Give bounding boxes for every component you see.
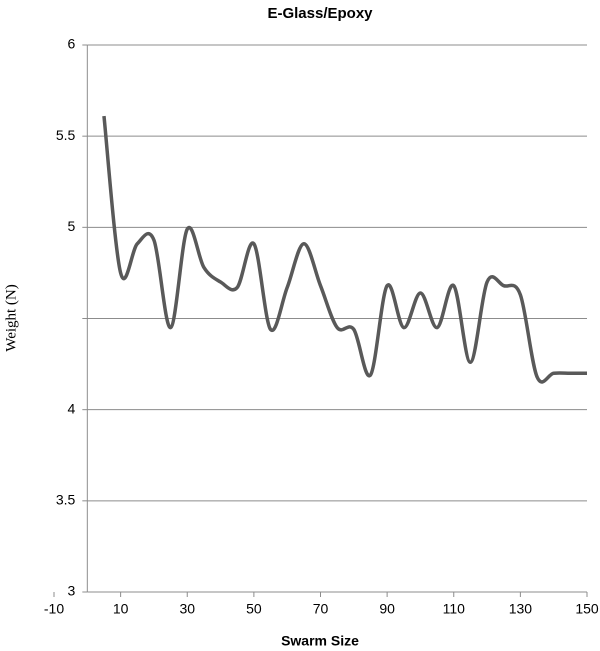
y-axis-label: Weight (N)	[3, 284, 19, 352]
x-axis-label: Swarm Size	[281, 633, 359, 649]
x-tick-label: 50	[246, 601, 262, 617]
chart-title: E-Glass/Epoxy	[267, 5, 373, 22]
x-tick-label: 110	[443, 601, 466, 617]
y-tick-label: 5	[68, 218, 76, 234]
x-tick-label: 150	[575, 601, 599, 617]
y-tick-label: 4	[68, 400, 76, 416]
y-tick-label: 3.5	[56, 492, 76, 508]
y-tick-label: 5.5	[56, 127, 76, 143]
x-tick-label: 30	[179, 601, 195, 617]
x-tick-label: 90	[379, 601, 395, 617]
x-tick-label: 10	[113, 601, 129, 617]
y-tick-label: 6	[68, 36, 76, 52]
x-tick-label: 130	[509, 601, 533, 617]
x-tick-label: 70	[313, 601, 329, 617]
y-tick-label: 3	[68, 583, 76, 599]
data-line	[102, 115, 587, 384]
x-tick-label: -10	[44, 601, 64, 617]
